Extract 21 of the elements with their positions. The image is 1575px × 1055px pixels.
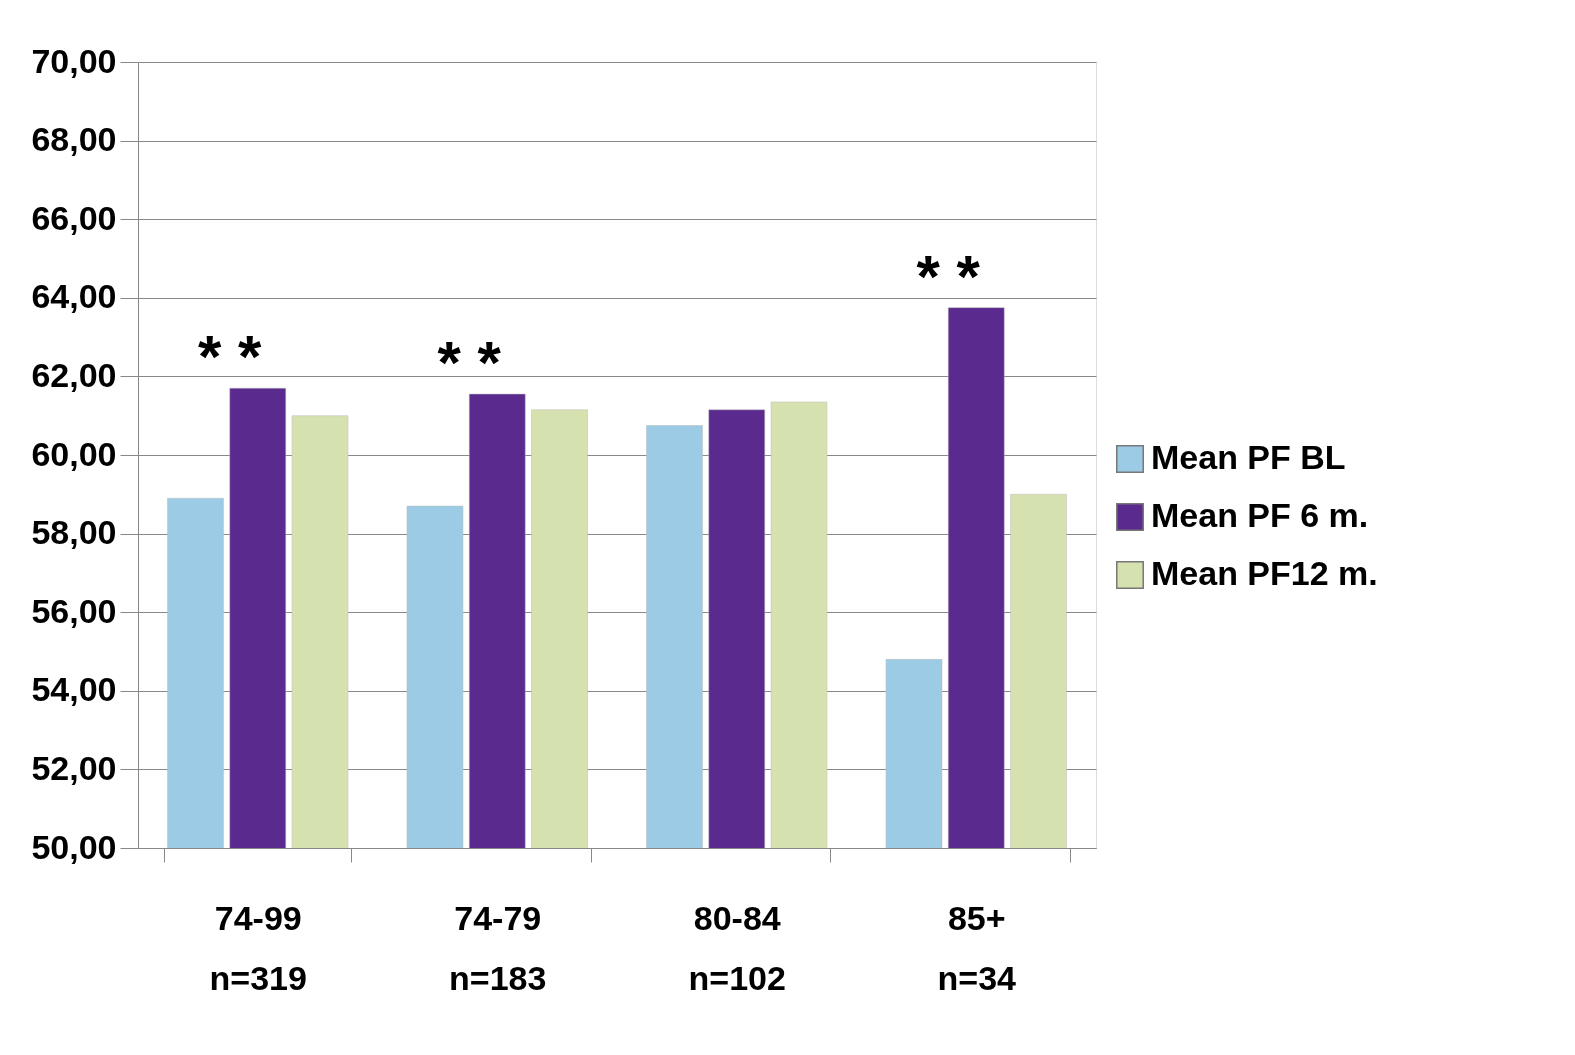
- y-tick-label: 54,00: [31, 670, 117, 709]
- annotation: * *: [198, 323, 263, 391]
- legend-label: Mean PF BL: [1151, 438, 1346, 476]
- y-tick-label: 60,00: [31, 434, 117, 473]
- y-tick-label: 58,00: [31, 513, 117, 552]
- y-tick-label: 68,00: [31, 120, 117, 159]
- legend-label: Mean PF 6 m.: [1151, 496, 1369, 534]
- y-tick-label: 64,00: [31, 277, 117, 316]
- y-tick-label: 50,00: [31, 827, 117, 866]
- y-tick-label: 66,00: [31, 198, 117, 237]
- annotation: * *: [916, 242, 981, 310]
- annotation: * *: [437, 329, 502, 397]
- y-tick-label: 62,00: [31, 355, 117, 394]
- x-tick-label: 74-99 n=319: [209, 898, 307, 997]
- x-tick-label: 74-79 n=183: [449, 898, 547, 997]
- x-tick-label: 85+ n=34: [937, 898, 1017, 997]
- y-tick-label: 70,00: [31, 41, 117, 80]
- x-tick-label: 80-84 n=102: [688, 898, 786, 997]
- legend-label: Mean PF12 m.: [1151, 554, 1378, 592]
- y-tick-label: 52,00: [31, 748, 117, 787]
- y-tick-label: 56,00: [31, 591, 117, 630]
